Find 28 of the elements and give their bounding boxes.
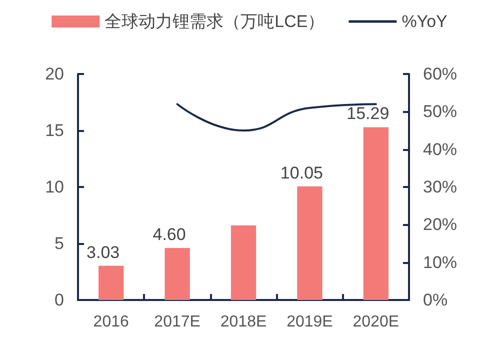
y-tick-label: 20 (45, 64, 64, 84)
data-label: 3.03 (86, 242, 120, 262)
y-tick-label: 15 (45, 121, 64, 140)
x-tick-label: 2016 (93, 314, 129, 330)
y-tick-label: 5 (54, 234, 64, 253)
x-tick-label: 2018E (220, 314, 267, 330)
data-label: 15.29 (346, 104, 390, 124)
bar (164, 248, 190, 300)
bar (297, 186, 322, 300)
y2-tick-label: 50% (423, 102, 458, 122)
legend-label: %YoY (402, 12, 448, 31)
y-tick-label: 10 (45, 178, 64, 196)
x-tick-label: 2019E (286, 314, 333, 330)
bar (363, 127, 388, 300)
x-tick-label: 2017E (154, 314, 200, 330)
data-label: 4.60 (152, 225, 186, 244)
y2-tick-label: 30% (423, 178, 458, 196)
y-tick-label: 0 (54, 290, 64, 310)
y2-tick-label: 60% (423, 64, 458, 84)
bar (230, 225, 256, 300)
y2-tick-label: 0% (423, 290, 448, 310)
bar (98, 266, 124, 300)
y2-tick-label: 10% (423, 252, 458, 272)
x-tick-label: 2020E (352, 314, 400, 330)
data-label: 10.05 (280, 163, 323, 182)
legend-label: 全球动力锂需求（万吨LCE） (104, 12, 325, 31)
y2-tick-label: 20% (423, 215, 458, 234)
y2-tick-label: 40% (423, 140, 458, 159)
